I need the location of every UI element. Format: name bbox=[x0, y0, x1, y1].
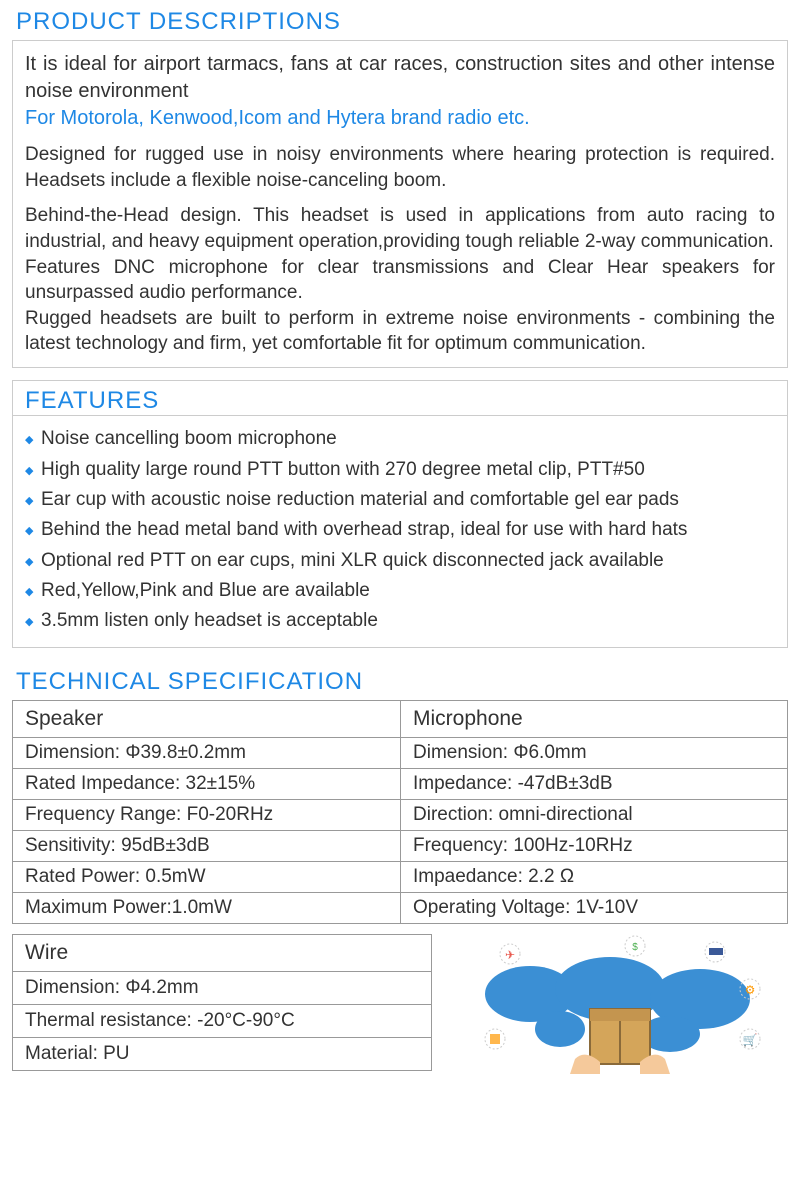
svg-text:$: $ bbox=[632, 942, 638, 953]
features-list: Noise cancelling boom microphone High qu… bbox=[13, 416, 787, 647]
feature-item: Noise cancelling boom microphone bbox=[25, 424, 775, 454]
speaker-header: Speaker bbox=[13, 700, 401, 737]
feature-item: Optional red PTT on ear cups, mini XLR q… bbox=[25, 546, 775, 576]
spec-cell: Dimension: Φ4.2mm bbox=[13, 971, 432, 1004]
spec-cell: Direction: omni-directional bbox=[401, 799, 788, 830]
svg-text:✈: ✈ bbox=[505, 948, 515, 962]
feature-item: High quality large round PTT button with… bbox=[25, 455, 775, 485]
desc-para-1: Designed for rugged use in noisy environ… bbox=[25, 142, 775, 193]
intro-text: It is ideal for airport tarmacs, fans at… bbox=[25, 51, 775, 105]
feature-item: Red,Yellow,Pink and Blue are available bbox=[25, 576, 775, 606]
desc-para-2: Behind-the-Head design. This headset is … bbox=[25, 203, 775, 254]
spec-cell: Sensitivity: 95dB±3dB bbox=[13, 830, 401, 861]
spec-cell: Operating Voltage: 1V-10V bbox=[401, 892, 788, 923]
brands-text: For Motorola, Kenwood,Icom and Hytera br… bbox=[25, 105, 775, 132]
features-title: FEATURES bbox=[13, 381, 787, 416]
feature-item: 3.5mm listen only headset is acceptable bbox=[25, 606, 775, 636]
svg-text:⚙: ⚙ bbox=[745, 983, 756, 997]
features-box: FEATURES Noise cancelling boom microphon… bbox=[12, 380, 788, 648]
wire-row: Wire Dimension: Φ4.2mm Thermal resistanc… bbox=[12, 934, 788, 1084]
spec-cell: Impaedance: 2.2 Ω bbox=[401, 861, 788, 892]
spec-cell: Impedance: -47dB±3dB bbox=[401, 768, 788, 799]
microphone-table: Microphone Dimension: Φ6.0mm Impedance: … bbox=[400, 700, 788, 924]
feature-item: Ear cup with acoustic noise reduction ma… bbox=[25, 485, 775, 515]
wire-table: Wire Dimension: Φ4.2mm Thermal resistanc… bbox=[12, 934, 432, 1071]
spec-cell: Rated Impedance: 32±15% bbox=[13, 768, 401, 799]
spec-cell: Material: PU bbox=[13, 1037, 432, 1070]
shipping-illustration: ✈ $ ⚙ 🛒 bbox=[452, 934, 788, 1084]
spec-cell: Rated Power: 0.5mW bbox=[13, 861, 401, 892]
microphone-header: Microphone bbox=[401, 700, 788, 737]
desc-para-3: Features DNC microphone for clear transm… bbox=[25, 255, 775, 306]
spec-cell: Thermal resistance: -20°C-90°C bbox=[13, 1004, 432, 1037]
wire-header: Wire bbox=[13, 934, 432, 971]
spec-tables-row: Speaker Dimension: Φ39.8±0.2mm Rated Imp… bbox=[12, 700, 788, 924]
tech-spec-title: TECHNICAL SPECIFICATION bbox=[0, 660, 800, 700]
speaker-table: Speaker Dimension: Φ39.8±0.2mm Rated Imp… bbox=[12, 700, 400, 924]
spec-cell: Frequency Range: F0-20RHz bbox=[13, 799, 401, 830]
product-descriptions-title: PRODUCT DESCRIPTIONS bbox=[0, 0, 800, 40]
description-box: It is ideal for airport tarmacs, fans at… bbox=[12, 40, 788, 368]
spec-cell: Dimension: Φ39.8±0.2mm bbox=[13, 737, 401, 768]
desc-para-4: Rugged headsets are built to perform in … bbox=[25, 306, 775, 357]
svg-text:🛒: 🛒 bbox=[743, 1033, 758, 1047]
spec-cell: Maximum Power:1.0mW bbox=[13, 892, 401, 923]
feature-item: Behind the head metal band with overhead… bbox=[25, 515, 775, 545]
spec-cell: Frequency: 100Hz-10RHz bbox=[401, 830, 788, 861]
spec-cell: Dimension: Φ6.0mm bbox=[401, 737, 788, 768]
